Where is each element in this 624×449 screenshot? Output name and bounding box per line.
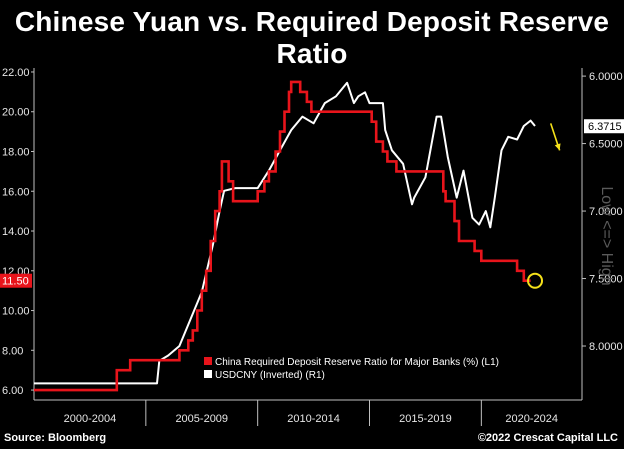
x-tick-label: 2005-2009 — [175, 413, 228, 425]
x-tick-label: 2020-2024 — [505, 413, 558, 425]
yellow-arrow-head — [554, 143, 561, 151]
scale-direction-label: Low <=> High — [598, 186, 615, 285]
right-tick-label: 8.0000 — [589, 341, 623, 353]
left-tick-label: 16.00 — [2, 186, 30, 198]
left-tick-label: 10.00 — [2, 306, 30, 318]
left-tick-label: 20.00 — [2, 107, 30, 119]
rrr-last-value-label: 11.50 — [2, 276, 29, 288]
left-tick-label: 6.00 — [2, 385, 23, 397]
left-tick-label: 22.00 — [2, 67, 30, 79]
legend-swatch-usdcny — [204, 370, 212, 378]
rrr-last-value-tag — [0, 273, 32, 288]
legend-label-usdcny: USDCNY (Inverted) (R1) — [215, 370, 325, 381]
x-tick-label: 2015-2019 — [399, 413, 452, 425]
legend-label-rrr: China Required Deposit Reserve Ratio for… — [215, 357, 499, 368]
usdcny-last-value-tag — [584, 119, 624, 134]
series-usdcny-line — [34, 81, 536, 385]
right-tick-label: 7.5000 — [589, 274, 623, 286]
right-tick-label: 6.5000 — [589, 139, 623, 151]
left-tick-label: 18.00 — [2, 146, 30, 158]
left-tick-label: 14.00 — [2, 226, 30, 238]
chart-title: Chinese Yuan vs. Required Deposit Reserv… — [14, 6, 610, 69]
x-tick-label: 2000-2004 — [64, 413, 117, 425]
left-tick-label: 8.00 — [2, 345, 23, 357]
series-rrr-line — [34, 80, 531, 392]
legend-swatch-rrr — [204, 357, 212, 365]
x-tick-label: 2010-2014 — [287, 413, 340, 425]
copyright-label: ©2022 Crescat Capital LLC — [477, 432, 618, 444]
usdcny-last-value-label: 6.3715 — [588, 121, 622, 133]
source-label: Source: Bloomberg — [4, 432, 107, 444]
right-tick-label: 7.0000 — [589, 206, 623, 218]
yellow-highlight-circle — [527, 272, 544, 289]
right-tick-label: 6.0000 — [589, 71, 623, 83]
